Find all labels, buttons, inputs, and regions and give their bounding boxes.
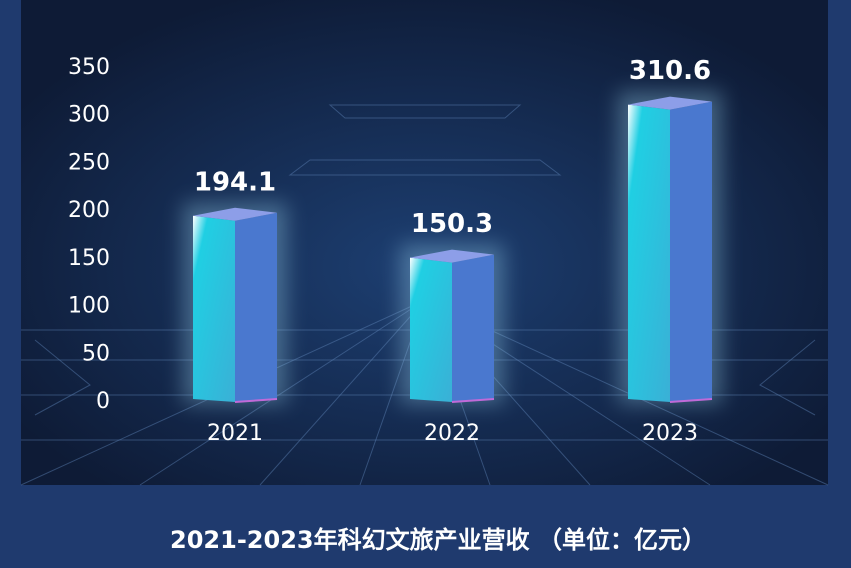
bar-side (452, 254, 494, 402)
bar-top (628, 96, 712, 110)
x-tick-label: 2021 (207, 421, 263, 446)
y-tick-label: 200 (68, 198, 110, 223)
y-tick-label: 300 (68, 103, 110, 128)
value-label: 310.6 (629, 56, 711, 86)
y-tick-label: 50 (82, 341, 110, 366)
y-tick-label: 0 (96, 389, 110, 414)
y-tick-label: 350 (68, 55, 110, 80)
x-tick-label: 2023 (642, 421, 698, 446)
bar-front (193, 215, 235, 402)
x-tick-label: 2022 (424, 421, 480, 446)
bar-front (410, 257, 452, 402)
y-tick-label: 150 (68, 246, 110, 271)
y-tick-label: 100 (68, 294, 110, 319)
bar (618, 91, 722, 405)
bar-front (628, 104, 670, 403)
bar-top (193, 207, 277, 221)
bar-top (410, 249, 494, 263)
value-label: 150.3 (411, 209, 493, 239)
bar-base (669, 398, 713, 403)
y-tick-label: 250 (68, 150, 110, 175)
value-label: 194.1 (194, 167, 276, 197)
bar-base (234, 398, 278, 403)
bar (183, 202, 287, 404)
bar-side (235, 212, 277, 402)
bar-base (451, 398, 495, 403)
bar-side (670, 101, 712, 403)
chart-title: 2021-2023年科幻文旅产业营收 （单位：亿元） (170, 526, 706, 554)
bar (400, 244, 504, 404)
